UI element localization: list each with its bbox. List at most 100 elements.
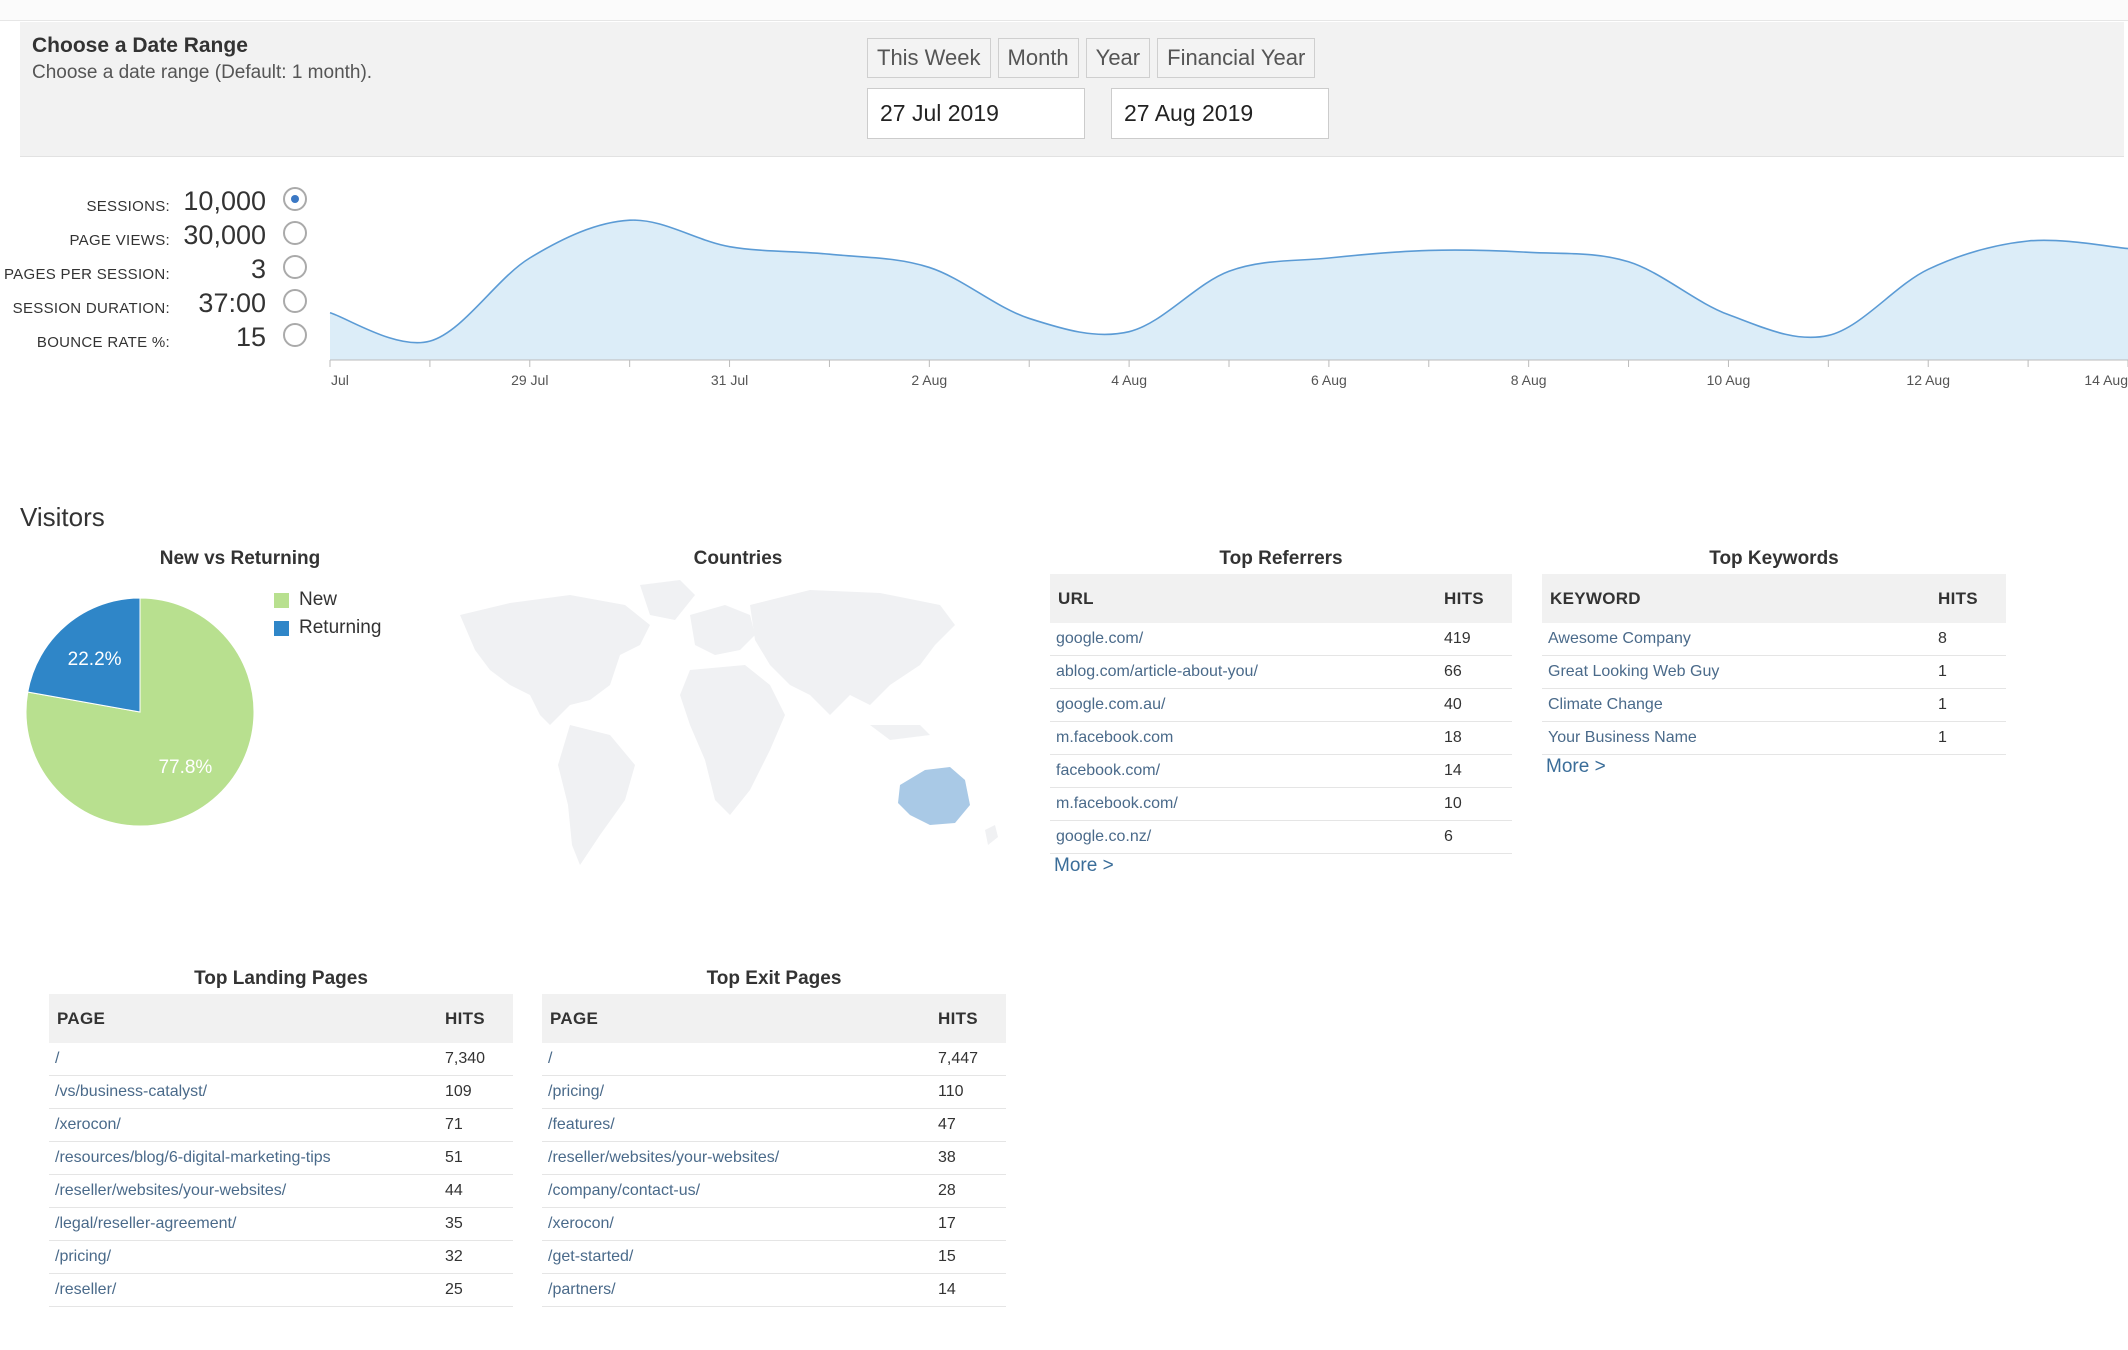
referrer-url[interactable]: m.facebook.com/ xyxy=(1050,787,1434,821)
start-date-input[interactable] xyxy=(867,88,1085,139)
top-referrers-table: URL HITS google.com/419 ablog.com/articl… xyxy=(1050,574,1512,854)
table-row: /reseller/websites/your-websites/38 xyxy=(542,1141,1006,1175)
preset-this-week-button[interactable]: This Week xyxy=(867,38,991,78)
world-map xyxy=(460,580,998,865)
referrers-more-link[interactable]: More > xyxy=(1054,855,1114,876)
x-tick-label: 6 Aug xyxy=(1311,372,1347,388)
metric-radio-pages-per-session[interactable] xyxy=(283,255,307,279)
keyword-hits: 1 xyxy=(1928,721,2006,755)
table-row: /vs/business-catalyst/109 xyxy=(49,1075,513,1109)
table-row: /get-started/15 xyxy=(542,1240,1006,1274)
page-path[interactable]: /partners/ xyxy=(542,1273,928,1307)
page-hits: 47 xyxy=(928,1108,1006,1142)
column-header-hits[interactable]: HITS xyxy=(1928,574,2006,623)
column-header-hits[interactable]: HITS xyxy=(928,994,1006,1043)
page-path[interactable]: /reseller/websites/your-websites/ xyxy=(49,1174,435,1208)
page-path[interactable]: /pricing/ xyxy=(49,1240,435,1274)
page-path[interactable]: / xyxy=(542,1043,928,1076)
referrer-hits: 6 xyxy=(1434,820,1512,854)
end-date-input[interactable] xyxy=(1111,88,1329,139)
pie-slice-returning[interactable] xyxy=(27,597,141,713)
table-row: /company/contact-us/28 xyxy=(542,1174,1006,1208)
sessions-chart: Jul 29 Jul 31 Jul 2 Aug 4 Aug 6 Aug 8 Aug 10 Au… xyxy=(310,180,2128,400)
keyword-text[interactable]: Climate Change xyxy=(1542,688,1928,722)
x-tick-label: 14 Aug xyxy=(2084,372,2128,388)
table-row: /reseller/websites/your-websites/44 xyxy=(49,1174,513,1208)
metric-label: PAGES PER SESSION: xyxy=(3,266,170,283)
top-keywords-table: KEYWORD HITS Awesome Company 8 Great Look… xyxy=(1542,574,2006,755)
page-path[interactable]: /legal/reseller-agreement/ xyxy=(49,1207,435,1241)
metric-value: 15 xyxy=(235,322,266,352)
table-row: google.co.nz/6 xyxy=(1050,820,1512,854)
metric-label: SESSIONS: xyxy=(86,198,170,215)
column-header-hits[interactable]: HITS xyxy=(1434,574,1512,623)
metric-pages-per-session: PAGES PER SESSION: 3 xyxy=(0,254,310,288)
column-header-page[interactable]: PAGE xyxy=(49,994,435,1043)
column-header-page[interactable]: PAGE xyxy=(542,994,928,1043)
page-path[interactable]: /company/contact-us/ xyxy=(542,1174,928,1208)
preset-year-button[interactable]: Year xyxy=(1085,38,1151,78)
pie-data-label: 77.8% xyxy=(158,757,212,778)
table-row: facebook.com/14 xyxy=(1050,754,1512,788)
table-row: google.com/419 xyxy=(1050,623,1512,656)
top-landing-pages-title: Top Landing Pages xyxy=(194,968,368,989)
table-row: /xerocon/71 xyxy=(49,1108,513,1142)
page-path[interactable]: /get-started/ xyxy=(542,1240,928,1274)
page-path[interactable]: /reseller/websites/your-websites/ xyxy=(542,1141,928,1175)
series-line xyxy=(329,219,2128,344)
page-path[interactable]: /features/ xyxy=(542,1108,928,1142)
legend-label: New xyxy=(299,589,338,610)
keyword-text[interactable]: Awesome Company xyxy=(1542,623,1928,656)
keywords-more-link[interactable]: More > xyxy=(1546,756,1606,777)
page-hits: 71 xyxy=(435,1108,513,1142)
date-range-title: Choose a Date Range xyxy=(32,34,248,57)
sessions-area-chart: Jul 29 Jul 31 Jul 2 Aug 4 Aug 6 Aug 8 Aug 10 Au… xyxy=(329,219,2128,388)
column-header-hits[interactable]: HITS xyxy=(435,994,513,1043)
top-exit-pages-table: PAGE HITS /7,447 /pricing/110 /features/… xyxy=(542,994,1006,1307)
keyword-text[interactable]: Your Business Name xyxy=(1542,721,1928,755)
referrer-url[interactable]: google.com.au/ xyxy=(1050,688,1434,722)
page-hits: 7,447 xyxy=(928,1043,1006,1076)
metric-radio-bounce-rate[interactable] xyxy=(283,323,307,347)
world-map-land xyxy=(460,580,955,865)
referrer-url[interactable]: google.com/ xyxy=(1050,623,1434,656)
legend-label: Returning xyxy=(299,617,382,638)
referrer-url[interactable]: facebook.com/ xyxy=(1050,754,1434,788)
page-path[interactable]: /xerocon/ xyxy=(49,1108,435,1142)
x-tick-label: 12 Aug xyxy=(1906,372,1950,388)
column-header-url[interactable]: URL xyxy=(1050,574,1434,623)
referrer-url[interactable]: ablog.com/article-about-you/ xyxy=(1050,655,1434,689)
preset-financial-year-button[interactable]: Financial Year xyxy=(1157,38,1316,78)
page-hits: 15 xyxy=(928,1240,1006,1274)
table-row: ablog.com/article-about-you/66 xyxy=(1050,655,1512,689)
table-row: /partners/14 xyxy=(542,1273,1006,1307)
keyword-text[interactable]: Great Looking Web Guy xyxy=(1542,655,1928,689)
keyword-hits: 8 xyxy=(1928,623,2006,656)
page-path[interactable]: / xyxy=(49,1043,435,1076)
table-row: Your Business Name 1 xyxy=(1542,721,2006,755)
referrer-url[interactable]: m.facebook.com xyxy=(1050,721,1434,755)
metric-radio-sessions[interactable] xyxy=(283,187,307,211)
page-path[interactable]: /pricing/ xyxy=(542,1075,928,1109)
page-hits: 35 xyxy=(435,1207,513,1241)
top-referrers-title: Top Referrers xyxy=(1219,548,1343,569)
metric-value: 3 xyxy=(250,254,266,284)
page-path[interactable]: /resources/blog/6-digital-marketing-tips xyxy=(49,1141,435,1175)
column-header-keyword[interactable]: KEYWORD xyxy=(1542,574,1928,623)
page-hits: 51 xyxy=(435,1141,513,1175)
page-path[interactable]: /reseller/ xyxy=(49,1273,435,1307)
table-header-row: PAGE HITS xyxy=(542,994,1006,1043)
x-tick-label: 8 Aug xyxy=(1511,372,1547,388)
metric-radio-page-views[interactable] xyxy=(283,221,307,245)
date-range-panel: Choose a Date Range Choose a date range … xyxy=(20,22,2124,157)
page-path[interactable]: /xerocon/ xyxy=(542,1207,928,1241)
table-row: m.facebook.com/10 xyxy=(1050,787,1512,821)
referrer-url[interactable]: google.co.nz/ xyxy=(1050,820,1434,854)
page-path[interactable]: /vs/business-catalyst/ xyxy=(49,1075,435,1109)
preset-month-button[interactable]: Month xyxy=(997,38,1079,78)
page-hits: 17 xyxy=(928,1207,1006,1241)
page-hits: 44 xyxy=(435,1174,513,1208)
metric-radio-session-duration[interactable] xyxy=(283,289,307,313)
pie-data-label: 22.2% xyxy=(68,649,122,670)
x-tick-label: Jul xyxy=(331,372,349,388)
